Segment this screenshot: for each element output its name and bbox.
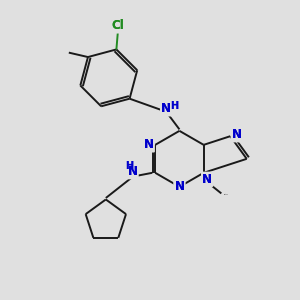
Text: Cl: Cl (112, 20, 124, 32)
Text: H: H (170, 101, 178, 111)
Text: N: N (174, 180, 184, 193)
Text: N: N (161, 102, 171, 115)
Text: N: N (232, 128, 242, 141)
Text: N: N (144, 138, 154, 151)
Text: Cl: Cl (112, 20, 124, 32)
Text: N: N (161, 102, 171, 115)
Text: H: H (125, 161, 133, 171)
Text: N: N (202, 173, 212, 186)
Text: N: N (174, 180, 184, 193)
Text: N: N (202, 173, 212, 186)
Text: H: H (170, 101, 178, 111)
Text: H: H (170, 101, 178, 111)
Text: N: N (202, 173, 212, 186)
Text: Cl: Cl (112, 20, 124, 32)
Text: N: N (232, 128, 242, 141)
Text: N: N (174, 180, 184, 193)
Text: N: N (128, 165, 137, 178)
Text: H: H (125, 161, 133, 171)
Text: N: N (232, 128, 242, 141)
Text: N: N (144, 138, 154, 151)
Text: methyl: methyl (224, 194, 229, 195)
Text: N: N (144, 138, 154, 151)
Text: N: N (161, 102, 171, 115)
Text: H: H (125, 161, 133, 171)
Text: N: N (128, 165, 137, 178)
Text: N: N (128, 165, 137, 178)
